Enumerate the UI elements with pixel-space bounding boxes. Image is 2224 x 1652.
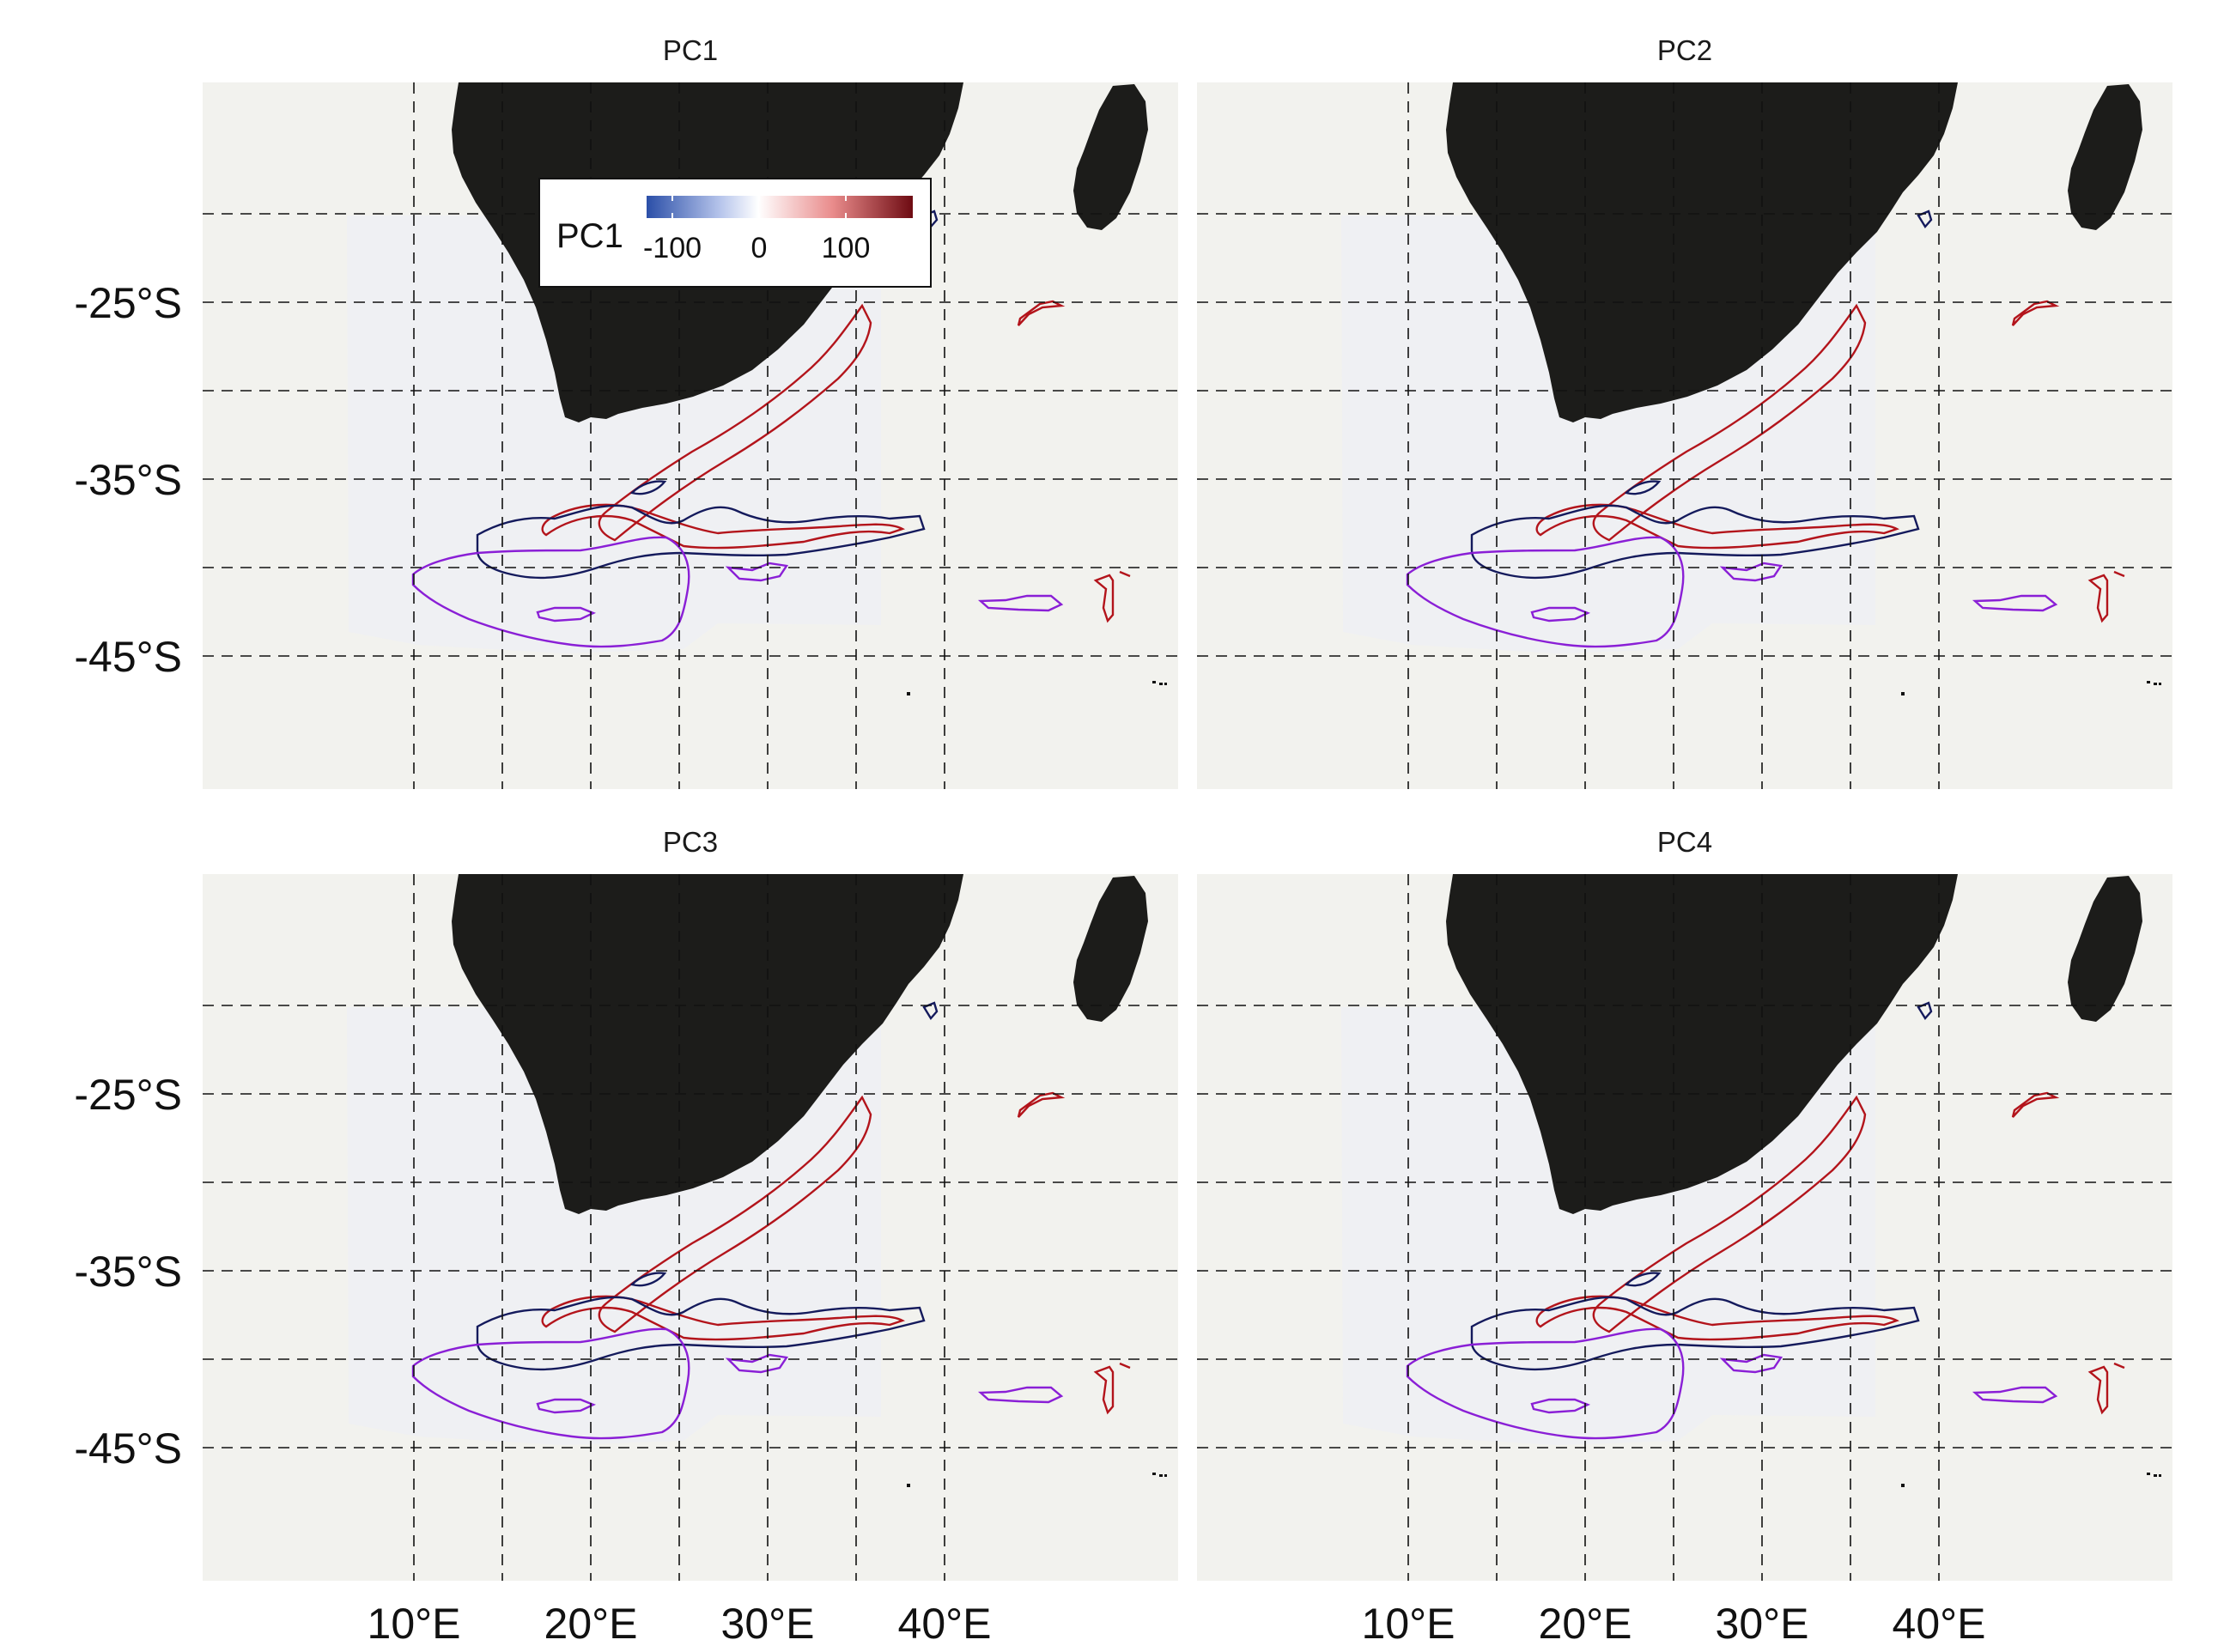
y-label-25s: -25°S bbox=[74, 279, 182, 327]
panel-pc1: PC1 bbox=[203, 34, 1178, 789]
x-label-10e: 10°E bbox=[1362, 1600, 1455, 1648]
x-label-20e: 20°E bbox=[1539, 1600, 1632, 1648]
colorbar-legend: PC1 -100 0 100 bbox=[538, 178, 932, 288]
x-label-40e: 40°E bbox=[898, 1600, 992, 1648]
legend-tick-100: 100 bbox=[822, 232, 871, 264]
y-label-45s: -45°S bbox=[74, 633, 182, 681]
x-label-10e: 10°E bbox=[368, 1600, 461, 1648]
x-axis-right: 10°E 20°E 30°E 40°E bbox=[1362, 1600, 1986, 1648]
panel-pc3: PC3 bbox=[203, 826, 1178, 1581]
y-axis-top: -25°S -35°S -45°S bbox=[74, 279, 182, 681]
x-label-40e: 40°E bbox=[1893, 1600, 1986, 1648]
pc2-map-layers bbox=[1197, 82, 2172, 789]
legend-tick-0: 0 bbox=[751, 232, 768, 264]
y-label-35s: -35°S bbox=[74, 456, 182, 504]
y-label-45s: -45°S bbox=[74, 1424, 182, 1473]
panel-pc2: PC2 bbox=[1197, 34, 2172, 789]
pc3-map-layers bbox=[203, 874, 1178, 1581]
y-label-35s: -35°S bbox=[74, 1248, 182, 1296]
panel-title-pc4: PC4 bbox=[1657, 826, 1712, 858]
y-label-25s: -25°S bbox=[74, 1071, 182, 1119]
panel-title-pc1: PC1 bbox=[663, 34, 718, 66]
pc4-map-layers bbox=[1197, 874, 2172, 1581]
x-label-30e: 30°E bbox=[721, 1600, 815, 1648]
y-axis-bottom: -25°S -35°S -45°S bbox=[74, 1071, 182, 1473]
legend-title: PC1 bbox=[556, 217, 623, 255]
colorbar bbox=[647, 196, 913, 218]
panel-pc4: PC4 bbox=[1197, 826, 2172, 1581]
colorbar-ticks bbox=[671, 196, 847, 218]
legend-tick-neg100: -100 bbox=[643, 232, 702, 264]
x-label-20e: 20°E bbox=[544, 1600, 638, 1648]
x-label-30e: 30°E bbox=[1716, 1600, 1809, 1648]
panel-title-pc2: PC2 bbox=[1657, 34, 1712, 66]
panel-title-pc3: PC3 bbox=[663, 826, 718, 858]
x-axis-left: 10°E 20°E 30°E 40°E bbox=[368, 1600, 992, 1648]
